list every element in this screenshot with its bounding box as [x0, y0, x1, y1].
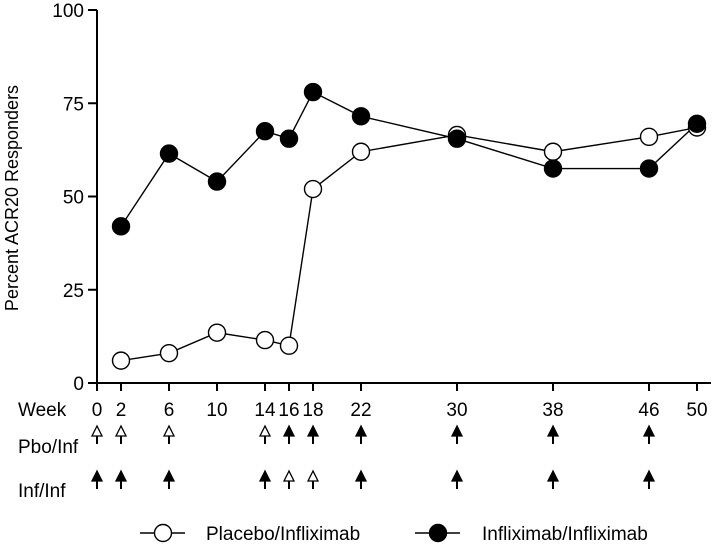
x-tick-label: 16: [278, 400, 299, 421]
dose-arrow-open-head: [306, 469, 320, 482]
dose-arrow-open-head: [258, 424, 272, 437]
row-label-pbo-inf: Pbo/Inf: [18, 437, 79, 458]
y-tick-label: 75: [63, 94, 84, 115]
dose-arrow-filled-head: [258, 469, 272, 482]
legend-marker-open-circle: [153, 523, 173, 543]
data-point-filled: [255, 122, 275, 141]
data-point-filled: [639, 159, 659, 178]
legend: Placebo/Infliximab Infliximab/Infliximab: [140, 523, 648, 545]
x-tick-label: 22: [350, 400, 371, 421]
x-tick-label: 38: [542, 400, 563, 421]
dose-arrow-filled-head: [546, 424, 560, 437]
dose-arrow-filled-head: [642, 424, 656, 437]
x-tick-label: 6: [164, 400, 175, 421]
x-tick-label: 10: [206, 400, 227, 421]
data-point-filled: [543, 159, 563, 178]
data-point-open: [351, 142, 371, 161]
data-point-filled: [351, 107, 371, 126]
data-point-open: [255, 330, 275, 350]
data-point-open: [303, 179, 323, 199]
dose-arrow-filled-head: [114, 469, 128, 482]
data-point-filled: [279, 129, 299, 148]
dose-arrow-filled-head: [354, 469, 368, 482]
x-axis-label: Week: [18, 400, 67, 421]
x-tick-label: 46: [638, 400, 659, 421]
data-point-open: [639, 127, 659, 147]
dose-arrow-open-head: [114, 424, 128, 437]
data-point-open: [159, 343, 179, 363]
dose-arrow-filled-head: [354, 424, 368, 437]
x-tick-label: 0: [92, 400, 103, 421]
data-point-open: [207, 323, 227, 342]
dose-arrow-open-head: [162, 424, 176, 437]
dose-arrow-filled-head: [282, 424, 296, 437]
y-axis-label: Percent ACR20 Responders: [2, 85, 22, 311]
dose-arrow-filled-head: [90, 469, 104, 482]
data-point-filled: [111, 217, 131, 236]
data-point-filled: [447, 129, 467, 148]
x-tick-label: 50: [686, 400, 707, 421]
legend-label-infliximab-infliximab: Infliximab/Infliximab: [482, 524, 648, 545]
row-label-inf-inf: Inf/Inf: [18, 481, 66, 502]
dose-arrow-filled-head: [450, 469, 464, 482]
x-tick-label: 2: [116, 400, 127, 421]
data-point-open: [543, 142, 563, 161]
data-point-filled: [303, 82, 323, 102]
legend-marker-filled-circle: [428, 523, 448, 543]
x-tick-label: 14: [254, 400, 276, 421]
x-tick-label: 18: [302, 400, 323, 421]
dose-arrow-open-head: [90, 424, 104, 437]
y-tick-label: 50: [63, 188, 84, 209]
series-line-placebo-infliximab: [120, 126, 698, 362]
dose-arrow-filled-head: [306, 424, 320, 437]
data-point-open: [111, 351, 131, 370]
dosing-arrows: [90, 424, 656, 489]
dose-arrow-filled-head: [162, 469, 176, 482]
data-point-open: [279, 336, 299, 355]
dose-arrow-filled-head: [546, 469, 560, 482]
dose-arrow-filled-head: [642, 469, 656, 482]
series-layer: [111, 82, 707, 370]
dose-arrow-filled-head: [450, 424, 464, 437]
y-tick-label: 100: [52, 1, 84, 22]
y-tick-label: 0: [73, 374, 84, 395]
series-line-infliximab-infliximab: [120, 91, 698, 227]
x-tick-label: 30: [446, 400, 467, 421]
y-ticks: 0 25 50 75 100: [52, 1, 97, 395]
dose-arrow-open-head: [282, 469, 296, 482]
data-point-filled: [687, 114, 707, 133]
legend-label-placebo-infliximab: Placebo/Infliximab: [206, 524, 360, 545]
data-point-filled: [159, 144, 179, 163]
x-ticks: 0 2 6 10 14 16 18 22 30 38 46 50: [92, 383, 708, 421]
data-point-filled: [207, 172, 227, 191]
y-tick-label: 25: [63, 281, 84, 302]
